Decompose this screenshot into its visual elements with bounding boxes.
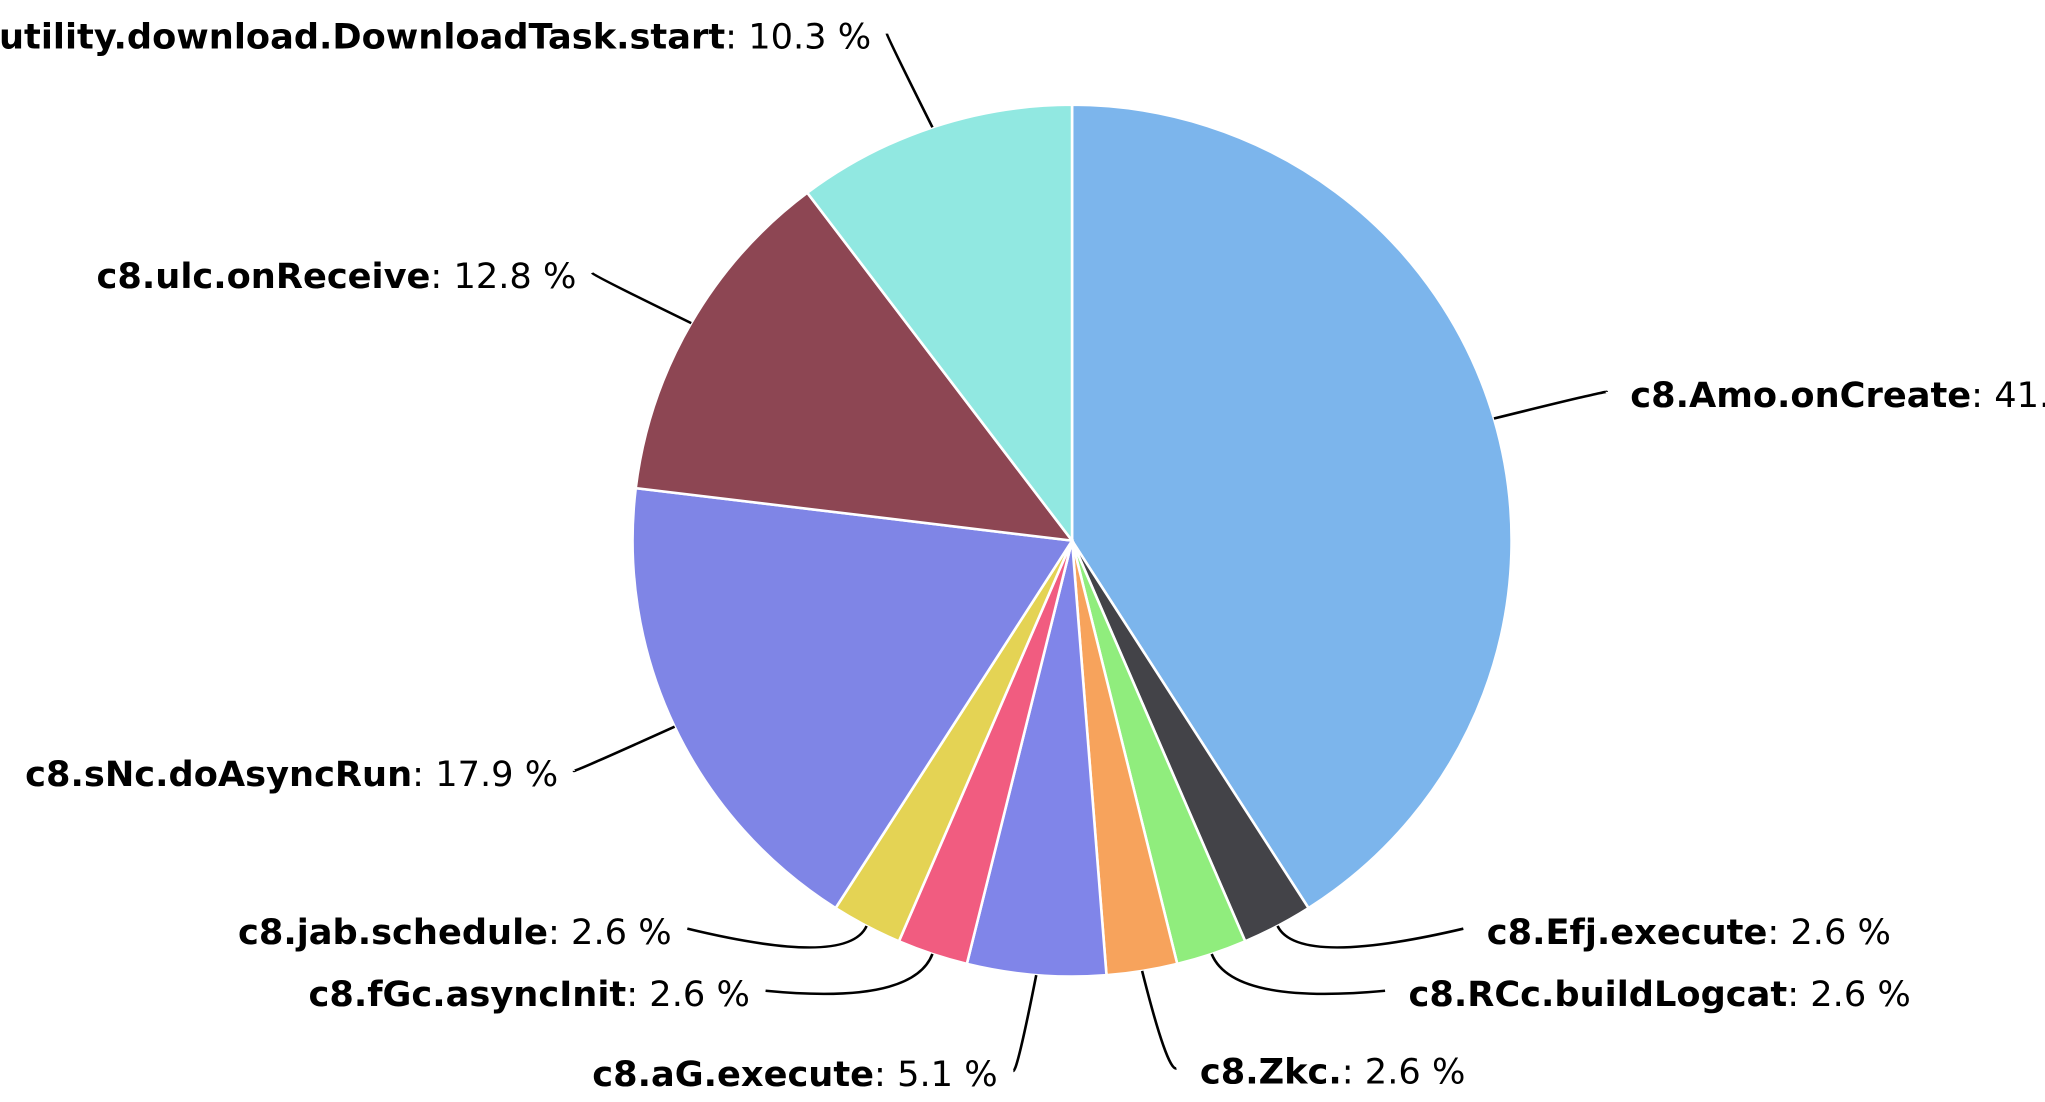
label-value: 41.0 % (1994, 375, 2045, 416)
connector (572, 725, 676, 773)
label-name: rt.utility.download.DownloadTask.start (0, 17, 725, 58)
label-name: c8.sNc.doAsyncRun (25, 754, 412, 795)
connector (687, 925, 868, 949)
label-sep: : (412, 754, 435, 795)
label-name: c8.ulc.onReceive (97, 256, 431, 297)
connector (1012, 974, 1038, 1073)
pie-slice (805, 103, 1074, 545)
label-value: 10.3 % (748, 17, 871, 58)
pie-slice (631, 486, 1075, 910)
label-value: 5.1 % (897, 1054, 998, 1095)
label-value: 2.6 % (571, 912, 672, 953)
connector (765, 953, 934, 996)
connector (1493, 390, 1609, 420)
data-label: c8.jab.schedule: 2.6 % (238, 912, 672, 953)
connector (885, 33, 934, 128)
data-label: rt.utility.download.DownloadTask.start: … (0, 17, 871, 58)
data-label: c8.aG.execute: 5.1 % (592, 1054, 997, 1095)
label-name: c8.Amo.onCreate (1630, 375, 1971, 416)
label-sep: : (1342, 1052, 1365, 1093)
data-label: c8.sNc.doAsyncRun: 17.9 % (25, 754, 558, 795)
data-label: c8.Amo.onCreate: 41.0 % (1630, 375, 2045, 416)
data-label: c8.ulc.onReceive: 12.8 % (97, 256, 577, 297)
label-name: c8.aG.execute (592, 1054, 874, 1095)
label-value: 17.9 % (435, 754, 558, 795)
data-label: c8.Zkc.: 2.6 % (1200, 1052, 1466, 1093)
connector (1140, 970, 1177, 1070)
pie-slice (1070, 103, 1513, 910)
label-name: c8.fGc.asyncInit (309, 974, 627, 1015)
label-value: 2.6 % (1790, 912, 1891, 953)
label-name: c8.jab.schedule (238, 912, 548, 953)
label-value: 2.6 % (1365, 1052, 1466, 1093)
connector (590, 271, 692, 325)
connector (1210, 953, 1386, 996)
data-label: c8.fGc.asyncInit: 2.6 % (309, 974, 750, 1015)
pie-slice (965, 540, 1108, 978)
label-sep: : (725, 17, 748, 58)
label-sep: : (626, 974, 649, 1015)
label-sep: : (874, 1054, 897, 1095)
connector (1276, 925, 1464, 949)
label-value: 2.6 % (649, 974, 750, 1015)
label-sep: : (548, 912, 571, 953)
label-name: c8.Efj.execute (1487, 912, 1768, 953)
label-sep: : (1971, 375, 1994, 416)
label-sep: : (430, 256, 453, 297)
label-name: c8.Zkc. (1200, 1052, 1342, 1093)
label-value: 2.6 % (1810, 974, 1911, 1015)
data-label: c8.RCc.buildLogcat: 2.6 % (1409, 974, 1911, 1015)
label-sep: : (1787, 974, 1810, 1015)
data-label: c8.Efj.execute: 2.6 % (1487, 912, 1891, 953)
label-value: 12.8 % (453, 256, 576, 297)
pie-slice (634, 190, 1075, 543)
label-name: c8.RCc.buildLogcat (1409, 974, 1788, 1015)
label-sep: : (1767, 912, 1790, 953)
